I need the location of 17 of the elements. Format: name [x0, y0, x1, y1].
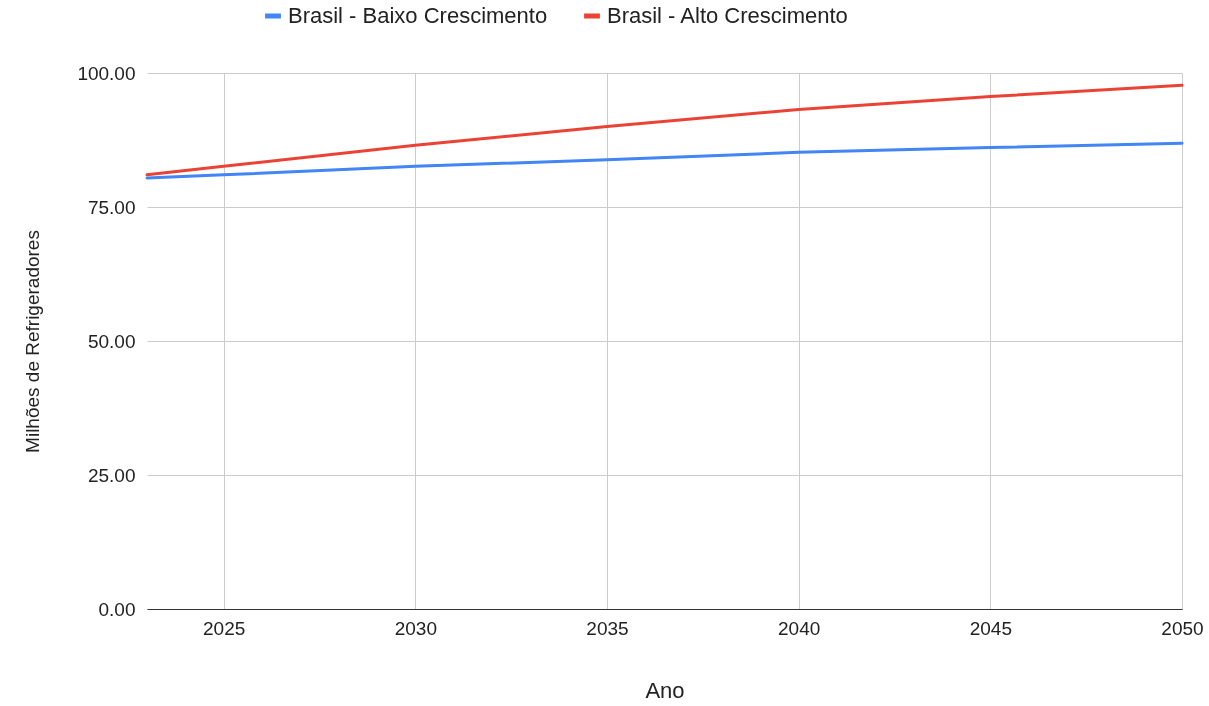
y-tick-label: 100.00 — [77, 62, 136, 84]
y-axis-title: Milhões de Refrigeradores — [22, 230, 44, 453]
y-tick-label: 25.00 — [87, 464, 136, 486]
x-tick-label: 2025 — [203, 617, 246, 639]
x-tick-label: 2040 — [778, 617, 821, 639]
legend-label: Brasil - Baixo Crescimento — [288, 3, 548, 28]
x-tick-label: 2030 — [394, 617, 437, 639]
line-series — [145, 83, 1184, 177]
y-tick-label: 0.00 — [98, 598, 136, 620]
y-tick-label: 50.00 — [87, 330, 136, 352]
x-axis-title: Ano — [645, 677, 685, 703]
x-tick-label: 2050 — [1161, 617, 1204, 639]
line-series — [145, 141, 1184, 180]
x-tick-label: 2035 — [586, 617, 629, 639]
x-tick-label: 2045 — [969, 617, 1012, 639]
legend-label: Brasil - Alto Crescimento — [607, 3, 848, 28]
y-tick-label: 75.00 — [87, 196, 136, 218]
